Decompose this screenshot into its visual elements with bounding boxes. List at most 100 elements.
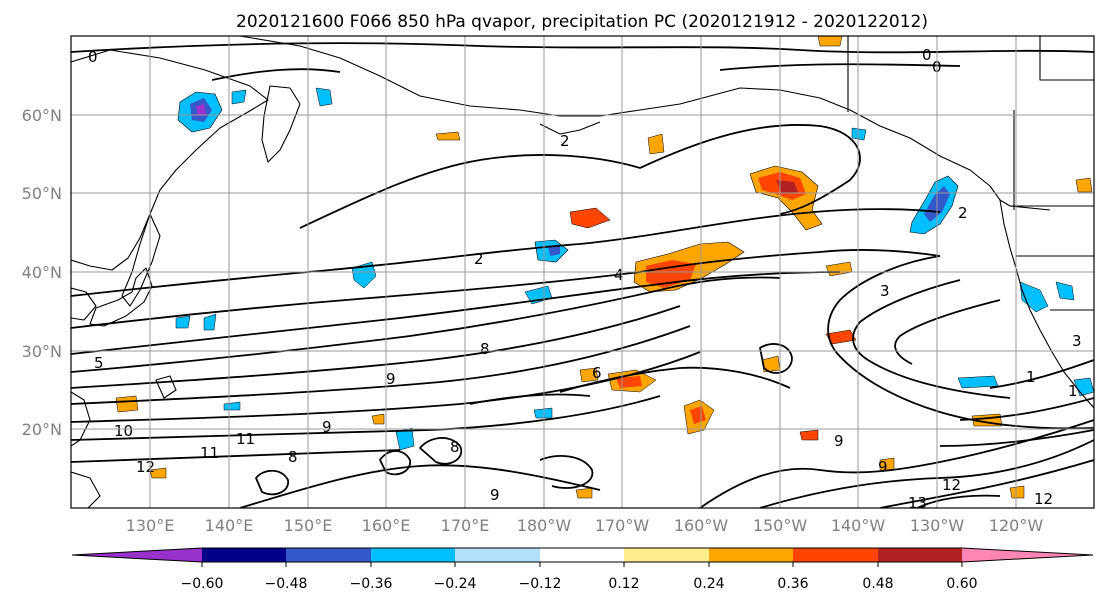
contour-line [71, 449, 401, 463]
shade-neg [351, 261, 377, 289]
contour-line [71, 208, 941, 297]
contour-label: 11 [236, 430, 255, 448]
map-title: 2020121600 F066 850 hPa qvapor, precipit… [236, 12, 928, 32]
gridlines [71, 36, 1094, 508]
contour-line [71, 249, 941, 329]
colorbar-segment [793, 548, 878, 562]
shade-neg [175, 315, 191, 329]
contour-label: 6 [592, 364, 602, 382]
contour-label: 12 [1034, 490, 1053, 508]
contour-label: 9 [322, 418, 332, 436]
contour-line [827, 255, 1094, 430]
colorbar-extend-high [962, 548, 1093, 562]
shade-pos [569, 207, 611, 229]
colorbar-tick-label: −0.24 [434, 576, 477, 592]
shade-pos [817, 36, 843, 47]
shade-neg [203, 313, 217, 331]
contour-line [879, 459, 1094, 508]
contour-line [894, 299, 1001, 365]
lon-label: 160°E [362, 516, 411, 535]
coast-alaska [539, 121, 601, 135]
shade-pos [776, 180, 798, 194]
shade-neg [196, 104, 206, 116]
colorbar-tick-label: 0.24 [693, 576, 724, 592]
lat-label: 20°N [22, 420, 62, 439]
contour-line [71, 395, 661, 441]
shade-pos [1075, 177, 1093, 193]
colorbar-tick-label: −0.36 [350, 576, 393, 592]
contour-label: 9 [386, 370, 396, 388]
colorbar-segment [371, 548, 455, 562]
shade-neg [315, 87, 333, 107]
lat-label: 40°N [22, 263, 62, 282]
shade-pos [149, 467, 167, 479]
contour-label: 11 [200, 444, 219, 462]
colorbar-extend-low [72, 548, 202, 562]
contour-line [71, 325, 691, 405]
contour-label: 1 [1026, 368, 1036, 386]
lon-label: 170°E [441, 516, 490, 535]
shade-pos [799, 429, 819, 441]
contour-line [71, 42, 1094, 54]
colorbar-ticks [201, 562, 963, 567]
colorbar: −0.60 −0.48 −0.36 −0.24 −0.12 0.12 0.24 … [71, 547, 1094, 592]
contour-line [255, 469, 289, 496]
lon-label: 160°W [674, 516, 729, 535]
contour-line [959, 397, 1094, 421]
colorbar-segment [202, 548, 286, 562]
colorbar-segment [878, 548, 962, 562]
contour-label: 9 [490, 486, 500, 504]
shade-neg [957, 375, 999, 389]
contour-label: 8 [288, 448, 298, 466]
colorbar-tick-label: 0.36 [777, 576, 808, 592]
colorbar-segment [455, 548, 540, 562]
contour-label: 8 [480, 340, 490, 358]
contour-line [211, 68, 341, 81]
shade-neg [548, 246, 560, 256]
contour-line [71, 305, 681, 389]
shade-neg [231, 89, 247, 105]
contour-label: 1 [1068, 382, 1078, 400]
coast-north-america [999, 199, 1094, 409]
shade-pos [690, 406, 706, 424]
shade-pos [435, 131, 461, 141]
colorbar-tick-label: −0.60 [181, 576, 224, 592]
contour-line [719, 63, 961, 71]
map-panel: 0 0 0 2 2 2 4 5 6 8 8 8 9 9 9 9 9 10 11 … [70, 35, 1095, 509]
contour-line [71, 271, 841, 355]
contour-label: 3 [1072, 332, 1082, 350]
coast-asia [71, 49, 269, 271]
lon-label: 180°W [517, 516, 572, 535]
contour-label: 0 [88, 48, 98, 66]
contour-line [71, 276, 781, 373]
colorbar-tick-labels: −0.60 −0.48 −0.36 −0.24 −0.12 0.12 0.24 … [181, 576, 978, 592]
contour-line [639, 124, 861, 215]
lat-label: 30°N [22, 342, 62, 361]
coast-philippines [71, 471, 101, 508]
lon-label: 130°E [126, 516, 175, 535]
lat-label: 50°N [22, 184, 62, 203]
contour-line [989, 359, 1094, 389]
contour-line [419, 437, 463, 465]
lon-label: 120°W [989, 516, 1044, 535]
contour-label: 12 [136, 458, 155, 476]
colorbar-segment [709, 548, 793, 562]
coast-island [155, 375, 177, 399]
contour-line [699, 419, 1094, 508]
contour-line [469, 393, 591, 405]
lon-label: 150°W [753, 516, 808, 535]
coast-korea [71, 287, 97, 321]
contour-label: 9 [878, 458, 888, 476]
map-frame [70, 35, 1095, 509]
colorbar-segments [71, 547, 1094, 563]
shade-neg [1019, 281, 1049, 313]
contour-line [299, 154, 641, 229]
shade-neg [851, 127, 867, 141]
contour-label: 0 [922, 46, 932, 64]
shade-pos [575, 487, 593, 499]
colorbar-tick-label: −0.48 [265, 576, 308, 592]
lat-label: 60°N [22, 106, 62, 125]
contour-label: 5 [94, 354, 104, 372]
shade-neg [1055, 281, 1075, 301]
colorbar-tick-label: 0.12 [608, 576, 639, 592]
